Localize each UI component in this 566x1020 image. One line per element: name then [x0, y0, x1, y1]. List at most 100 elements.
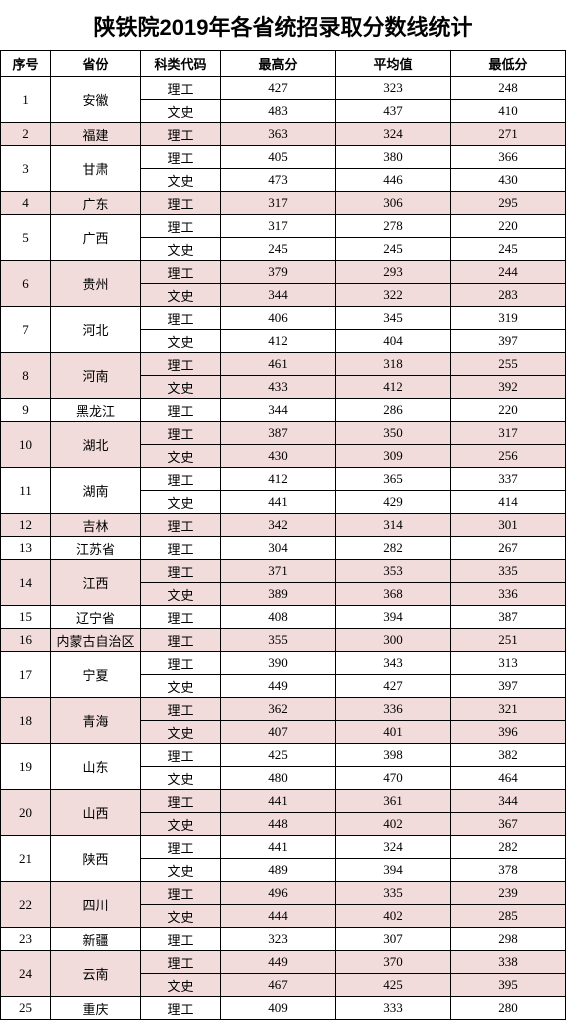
cell-province: 内蒙古自治区: [51, 629, 141, 652]
cell-avg: 398: [336, 744, 451, 767]
cell-min: 248: [451, 77, 566, 100]
cell-seq: 1: [1, 77, 51, 123]
table-row: 9黑龙江理工344286220: [1, 399, 566, 422]
table-row: 3甘肃理工405380366: [1, 146, 566, 169]
cell-avg: 314: [336, 514, 451, 537]
cell-category: 文史: [141, 376, 221, 399]
cell-province: 宁夏: [51, 652, 141, 698]
cell-min: 414: [451, 491, 566, 514]
cell-category: 理工: [141, 698, 221, 721]
cell-avg: 470: [336, 767, 451, 790]
cell-avg: 394: [336, 859, 451, 882]
cell-avg: 427: [336, 675, 451, 698]
cell-max: 342: [221, 514, 336, 537]
table-row: 10湖北理工387350317: [1, 422, 566, 445]
cell-category: 文史: [141, 859, 221, 882]
cell-max: 496: [221, 882, 336, 905]
cell-min: 239: [451, 882, 566, 905]
table-row: 17宁夏理工390343313: [1, 652, 566, 675]
cell-avg: 336: [336, 698, 451, 721]
cell-seq: 20: [1, 790, 51, 836]
cell-seq: 8: [1, 353, 51, 399]
cell-seq: 7: [1, 307, 51, 353]
table-row: 2福建理工363324271: [1, 123, 566, 146]
cell-province: 辽宁省: [51, 606, 141, 629]
cell-max: 473: [221, 169, 336, 192]
cell-category: 文史: [141, 974, 221, 997]
cell-min: 396: [451, 721, 566, 744]
cell-max: 387: [221, 422, 336, 445]
cell-category: 理工: [141, 928, 221, 951]
cell-seq: 21: [1, 836, 51, 882]
cell-seq: 9: [1, 399, 51, 422]
cell-max: 480: [221, 767, 336, 790]
cell-avg: 245: [336, 238, 451, 261]
cell-min: 283: [451, 284, 566, 307]
cell-max: 412: [221, 330, 336, 353]
cell-avg: 324: [336, 836, 451, 859]
table-row: 23新疆理工323307298: [1, 928, 566, 951]
cell-category: 文史: [141, 445, 221, 468]
cell-avg: 286: [336, 399, 451, 422]
cell-province: 湖南: [51, 468, 141, 514]
cell-province: 吉林: [51, 514, 141, 537]
cell-min: 337: [451, 468, 566, 491]
cell-max: 304: [221, 537, 336, 560]
cell-min: 397: [451, 330, 566, 353]
cell-seq: 5: [1, 215, 51, 261]
cell-min: 251: [451, 629, 566, 652]
cell-min: 382: [451, 744, 566, 767]
cell-category: 文史: [141, 583, 221, 606]
cell-min: 285: [451, 905, 566, 928]
cell-category: 理工: [141, 192, 221, 215]
cell-seq: 16: [1, 629, 51, 652]
cell-max: 433: [221, 376, 336, 399]
cell-avg: 401: [336, 721, 451, 744]
cell-category: 理工: [141, 514, 221, 537]
cell-max: 389: [221, 583, 336, 606]
header-seq: 序号: [1, 51, 51, 77]
cell-seq: 15: [1, 606, 51, 629]
cell-category: 理工: [141, 215, 221, 238]
cell-avg: 404: [336, 330, 451, 353]
cell-min: 366: [451, 146, 566, 169]
cell-max: 467: [221, 974, 336, 997]
cell-max: 489: [221, 859, 336, 882]
cell-min: 245: [451, 238, 566, 261]
cell-province: 新疆: [51, 928, 141, 951]
table-row: 4广东理工317306295: [1, 192, 566, 215]
cell-category: 文史: [141, 238, 221, 261]
cell-seq: 19: [1, 744, 51, 790]
cell-province: 广西: [51, 215, 141, 261]
cell-seq: 13: [1, 537, 51, 560]
cell-category: 理工: [141, 997, 221, 1020]
cell-province: 贵州: [51, 261, 141, 307]
table-row: 8河南理工461318255: [1, 353, 566, 376]
cell-min: 313: [451, 652, 566, 675]
table-row: 24云南理工449370338: [1, 951, 566, 974]
cell-category: 文史: [141, 330, 221, 353]
cell-min: 392: [451, 376, 566, 399]
cell-max: 441: [221, 491, 336, 514]
cell-category: 理工: [141, 422, 221, 445]
cell-province: 四川: [51, 882, 141, 928]
cell-province: 山东: [51, 744, 141, 790]
cell-category: 理工: [141, 836, 221, 859]
cell-category: 理工: [141, 951, 221, 974]
header-province: 省份: [51, 51, 141, 77]
cell-avg: 368: [336, 583, 451, 606]
cell-province: 山西: [51, 790, 141, 836]
cell-avg: 402: [336, 813, 451, 836]
cell-seq: 2: [1, 123, 51, 146]
cell-max: 405: [221, 146, 336, 169]
table-row: 16内蒙古自治区理工355300251: [1, 629, 566, 652]
cell-category: 文史: [141, 767, 221, 790]
cell-avg: 343: [336, 652, 451, 675]
cell-max: 245: [221, 238, 336, 261]
cell-max: 317: [221, 215, 336, 238]
cell-province: 重庆: [51, 997, 141, 1020]
cell-category: 理工: [141, 790, 221, 813]
cell-max: 409: [221, 997, 336, 1020]
cell-max: 407: [221, 721, 336, 744]
cell-category: 文史: [141, 169, 221, 192]
